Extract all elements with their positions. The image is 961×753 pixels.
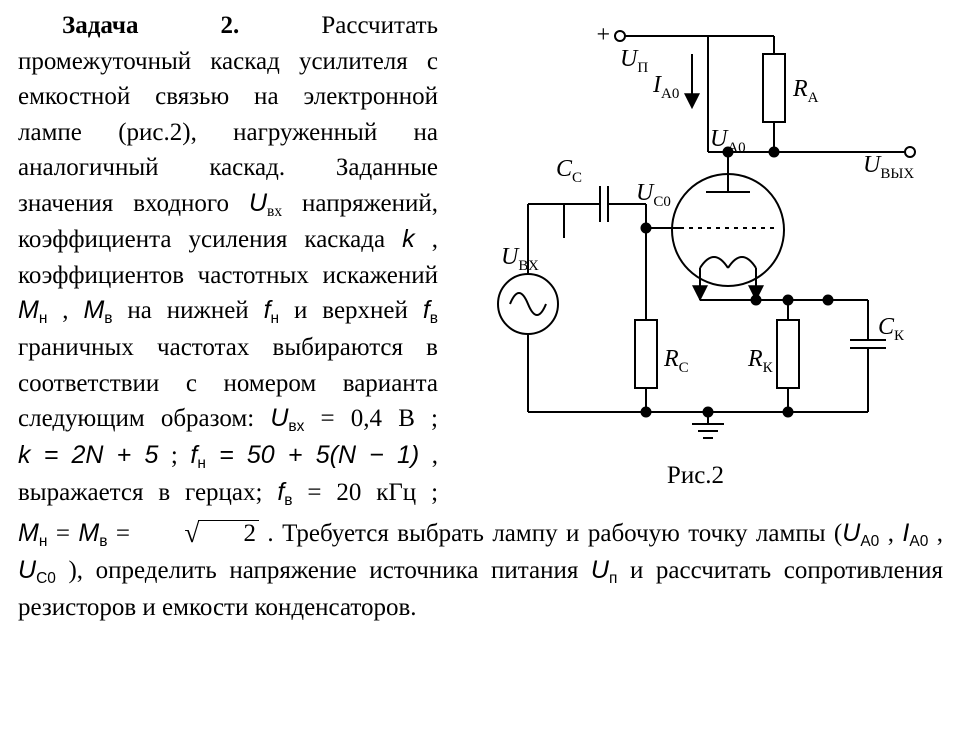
text-12: . Требуется выбрать лампу и рабочую точк…: [267, 520, 842, 547]
svg-text:UВХ: UВХ: [501, 244, 539, 274]
text-13: ,: [879, 520, 902, 547]
text-8: ;: [431, 405, 438, 432]
svg-text:RС: RС: [663, 346, 689, 376]
problem-title: Задача 2.: [62, 12, 239, 39]
sym-Mn: M: [18, 296, 39, 324]
svg-text:RA: RA: [792, 76, 819, 106]
text-1: Рассчитать промежуточный каскад усилител…: [18, 12, 438, 217]
svg-text:UC0: UC0: [636, 180, 671, 210]
eq5-Mv: M: [78, 519, 99, 547]
text-5: на нижней: [127, 297, 263, 324]
sym-Up: U: [591, 556, 609, 584]
figure-caption: Рис.2: [448, 458, 943, 494]
svg-text:CК: CК: [878, 314, 905, 344]
svg-text:RК: RК: [747, 346, 774, 376]
figure-2: + UП IA0 RA UA0 UВЫХ: [448, 14, 943, 494]
text-15: ), определить напряжение источника питан…: [56, 557, 591, 584]
sym-Mv: M: [83, 296, 104, 324]
circuit-svg: + UП IA0 RA UA0 UВЫХ: [448, 14, 943, 454]
eq5-Mn: M: [18, 519, 39, 547]
sym-Uc0: U: [18, 556, 36, 584]
eq2: k = 2N + 5: [18, 441, 158, 469]
eq1-lhs: U: [270, 404, 288, 432]
text-9: ;: [171, 442, 190, 469]
eq5-sqrt: 2: [138, 512, 259, 552]
svg-text:CС: CС: [556, 156, 582, 186]
svg-text:+: +: [595, 22, 611, 48]
sym-fn: f: [264, 296, 271, 324]
text-14: ,: [928, 520, 943, 547]
sym-Ua0: U: [842, 519, 860, 547]
text-4: ,: [62, 297, 83, 324]
sym-fv: f: [423, 296, 430, 324]
sym-Uvx: U: [249, 189, 267, 217]
sym-k: k: [402, 225, 415, 253]
svg-text:UП: UП: [620, 46, 648, 76]
text-6: и верхней: [294, 297, 423, 324]
text-11: ;: [431, 479, 438, 506]
svg-text:IA0: IA0: [652, 72, 679, 102]
